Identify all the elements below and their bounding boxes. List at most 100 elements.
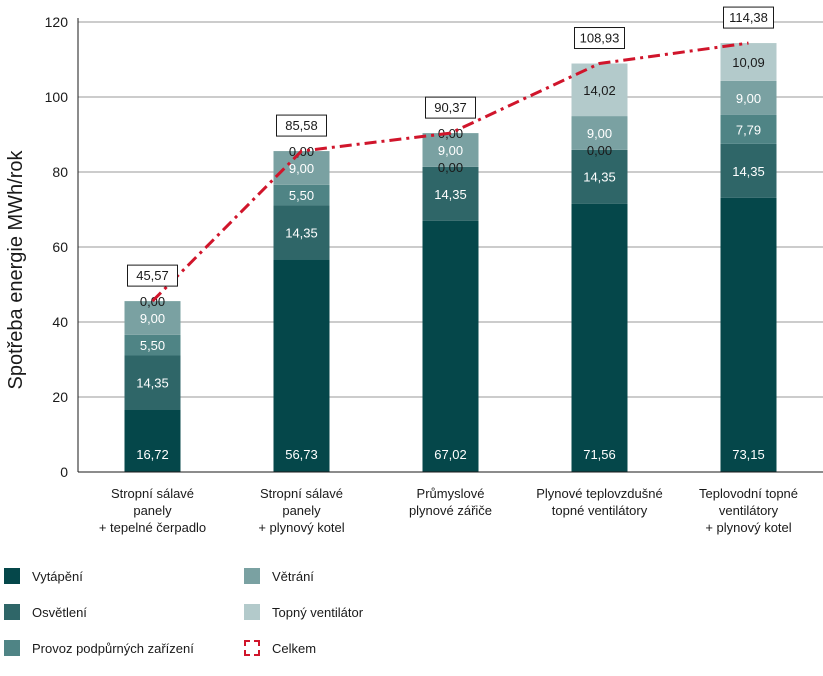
bar-segment-osvetleni: [273, 205, 330, 260]
bar-segment-osvetleni: [571, 149, 628, 204]
data-label-vytapeni: 67,02: [434, 447, 467, 462]
x-tick-label-line: Průmyslové: [417, 486, 485, 501]
total-value-box: [574, 27, 625, 50]
total-value-box: [276, 114, 327, 137]
legend-swatch: [244, 604, 260, 620]
data-label-topny-ventilator: 14,02: [583, 83, 616, 98]
total-value-label: 108,93: [580, 31, 620, 46]
legend-swatch: [244, 568, 260, 584]
data-label-osvetleni: 14,35: [434, 187, 467, 202]
data-label-osvetleni: 14,35: [732, 164, 765, 179]
data-label-topny-ventilator: 0,00: [140, 294, 165, 309]
bar-segment-topny-ventilator: [720, 43, 777, 81]
data-label-provoz: 7,79: [736, 122, 761, 137]
x-tick-label-line: Teplovodní topné: [699, 486, 798, 501]
x-tick-label-line: + plynový kotel: [258, 520, 344, 535]
total-line: [151, 41, 749, 303]
total-value-label: 45,57: [136, 268, 169, 283]
data-label-vetrani: 9,00: [289, 161, 314, 176]
y-tick-label: 40: [52, 314, 68, 330]
legend-item-topny-ventilator: Topný ventilátor: [244, 604, 363, 620]
x-tick-label: Plynové teplovzdušné topné ventilátory: [536, 486, 662, 518]
data-label-topny-ventilator: 10,09: [732, 55, 765, 70]
x-tick-label-line: ventilátory: [719, 503, 779, 518]
total-value-box: [723, 6, 774, 29]
legend-item-celkem: Celkem: [244, 640, 316, 656]
x-tick-label: Stropní sálavé panely + tepelné čerpadlo: [99, 486, 206, 535]
y-tick-labels: 0 20 40 60 80 100 120: [45, 14, 69, 480]
legend-swatch: [4, 640, 20, 656]
total-line-group: 45,57 85,58 90,37 108,93 114,38: [127, 6, 774, 303]
bar-segment-provoz: [720, 114, 777, 144]
x-tick-label-line: topné ventilátory: [552, 503, 648, 518]
bar-segment-vetrani: [720, 80, 777, 115]
data-label-vetrani: 9,00: [438, 143, 463, 158]
y-tick-label: 120: [45, 14, 69, 30]
data-label-vetrani: 9,00: [140, 311, 165, 326]
legend-label: Celkem: [272, 640, 317, 656]
data-label-vytapeni: 16,72: [136, 447, 169, 462]
bar-segment-osvetleni: [720, 143, 777, 198]
x-tick-label-line: Plynové teplovzdušné: [536, 486, 662, 501]
total-value-label: 114,38: [729, 10, 768, 25]
data-label-provoz: 0,00: [587, 143, 612, 158]
bars: [124, 43, 777, 472]
data-label-vetrani: 9,00: [587, 126, 612, 141]
bar-segment-vetrani: [422, 133, 479, 167]
bar-segment-osvetleni: [124, 355, 181, 410]
legend-swatch: [4, 604, 20, 620]
data-label-osvetleni: 14,35: [583, 170, 616, 185]
x-tick-label-line: plynové zářiče: [409, 503, 492, 518]
total-value-label: 90,37: [434, 100, 467, 115]
bar-segment-vytapeni: [422, 220, 479, 472]
bar-segment-vytapeni: [720, 197, 777, 472]
y-tick-label: 60: [52, 239, 68, 255]
data-label-provoz: 5,50: [289, 188, 314, 203]
x-tick-label-line: Stropní sálavé: [111, 486, 194, 501]
x-tick-label-line: panely: [282, 503, 321, 518]
data-label-vetrani: 9,00: [736, 91, 761, 106]
x-tick-labels: Stropní sálavé panely + tepelné čerpadloSt…: [99, 486, 798, 535]
x-tick-label: Teplovodní topné ventilátory + plynový kot…: [699, 486, 798, 535]
stacked-bar-chart: 16,72 14,35 5,50 9,00 0,00 56,73 14,35 5,50 9,00…: [5, 6, 823, 535]
total-value-label: 85,58: [285, 118, 318, 133]
legend-item-osvetleni: Osvětlení: [4, 604, 87, 620]
data-label-vytapeni: 56,73: [285, 447, 318, 462]
x-tick-label-line: panely: [133, 503, 172, 518]
data-label-osvetleni: 14,35: [136, 375, 169, 390]
x-tick-label-line: + plynový kotel: [705, 520, 791, 535]
x-tick-label-line: + tepelné čerpadlo: [99, 520, 206, 535]
legend-label: Provoz podpůrných zařízení: [32, 640, 194, 656]
y-tick-label: 0: [60, 464, 68, 480]
data-label-provoz: 5,50: [140, 338, 165, 353]
legend-swatch: [244, 640, 260, 656]
x-tick-label: Průmyslové plynové zářiče: [409, 486, 492, 518]
legend-item-vytapeni: Vytápění: [4, 568, 83, 584]
bar-segment-vetrani: [124, 301, 181, 335]
y-tick-label: 20: [52, 389, 68, 405]
legend: Vytápění Osvětlení Provoz podpůrných zař…: [0, 560, 823, 676]
legend-label: Vytápění: [32, 568, 83, 584]
x-tick-label: Stropní sálavé panely + plynový kotel: [258, 486, 344, 535]
data-label-vytapeni: 71,56: [583, 447, 616, 462]
bar-segment-provoz: [124, 334, 181, 356]
y-axis-label: Spotřeba energie MWh/rok: [5, 150, 27, 390]
y-tick-label: 80: [52, 164, 68, 180]
total-value-box: [425, 96, 476, 119]
data-label-provoz: 0,00: [438, 160, 463, 175]
legend-label: Větrání: [272, 568, 314, 584]
bar-segment-vytapeni: [124, 409, 181, 472]
legend-label: Topný ventilátor: [272, 604, 364, 620]
total-value-box: [127, 264, 178, 287]
data-label-osvetleni: 14,35: [285, 225, 318, 240]
bar-segment-provoz: [273, 184, 330, 206]
legend-swatch: [4, 568, 20, 584]
legend-item-provoz: Provoz podpůrných zařízení: [4, 640, 194, 656]
bar-segment-osvetleni: [422, 166, 479, 221]
legend-item-vetrani: Větrání: [244, 568, 314, 584]
data-label-vytapeni: 73,15: [732, 447, 765, 462]
x-tick-label-line: Stropní sálavé: [260, 486, 343, 501]
axes: [77, 18, 823, 473]
bar-segment-vytapeni: [571, 203, 628, 472]
bar-segment-vytapeni: [273, 259, 330, 472]
